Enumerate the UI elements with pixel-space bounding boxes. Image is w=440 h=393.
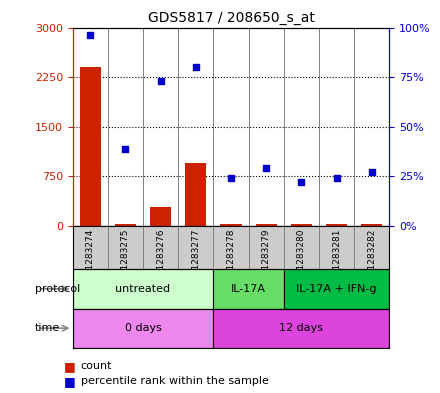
Text: ■: ■ [64, 375, 76, 388]
Text: GSM1283276: GSM1283276 [156, 228, 165, 288]
Text: GSM1283274: GSM1283274 [86, 228, 95, 288]
Text: GSM1283280: GSM1283280 [297, 228, 306, 288]
Text: GSM1283282: GSM1283282 [367, 228, 376, 288]
Text: GSM1283277: GSM1283277 [191, 228, 200, 288]
Bar [80, 67, 101, 226]
Point [298, 179, 305, 185]
Text: IL-17A + IFN-g: IL-17A + IFN-g [297, 284, 377, 294]
Text: count: count [81, 361, 112, 371]
Bar [213, 309, 389, 348]
Text: untreated: untreated [115, 284, 171, 294]
Text: ■: ■ [64, 360, 76, 373]
Bar [220, 224, 242, 226]
Text: GSM1283281: GSM1283281 [332, 228, 341, 288]
Text: GSM1283278: GSM1283278 [227, 228, 235, 288]
Text: protocol: protocol [35, 284, 81, 294]
Title: GDS5817 / 208650_s_at: GDS5817 / 208650_s_at [147, 11, 315, 25]
Bar [150, 208, 171, 226]
Bar [213, 269, 284, 309]
Text: 0 days: 0 days [125, 323, 161, 333]
Point [192, 64, 199, 70]
Point [87, 32, 94, 39]
Bar [291, 224, 312, 226]
Bar [115, 224, 136, 226]
Text: time: time [35, 323, 60, 333]
Bar [73, 269, 213, 309]
Bar [256, 224, 277, 226]
Point [122, 145, 129, 152]
Text: GSM1283275: GSM1283275 [121, 228, 130, 288]
Point [157, 78, 164, 84]
Bar [326, 224, 347, 226]
Point [227, 175, 235, 182]
Bar [185, 163, 206, 226]
Text: 12 days: 12 days [279, 323, 323, 333]
Text: IL-17A: IL-17A [231, 284, 266, 294]
Point [368, 169, 375, 176]
Text: percentile rank within the sample: percentile rank within the sample [81, 376, 268, 386]
Point [333, 175, 340, 182]
Point [263, 165, 270, 172]
Text: GSM1283279: GSM1283279 [262, 228, 271, 288]
Bar [361, 224, 382, 226]
Bar [284, 269, 389, 309]
Bar [73, 309, 213, 348]
